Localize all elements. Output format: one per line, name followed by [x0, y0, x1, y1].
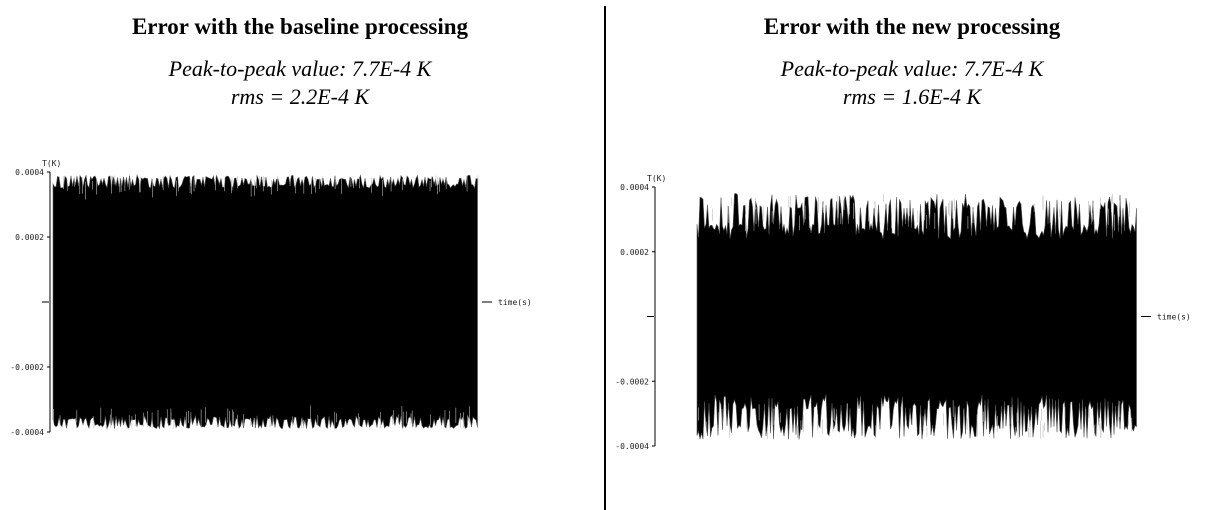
error-signal-trace [52, 174, 478, 430]
chart-title-new: Error with the new processing [763, 14, 1061, 39]
chart-title-baseline: Error with the baseline processing [131, 14, 469, 39]
peak-to-peak-baseline: Peak-to-peak value: 7.7E-4 K [168, 56, 432, 81]
rms-baseline: rms = 2.2E-4 K [230, 84, 370, 109]
y-tick-label: 0.0004 [620, 183, 649, 192]
y-tick-label: 0.0002 [15, 233, 44, 242]
y-axis-label: T(K) [42, 159, 61, 168]
panel-divider [604, 6, 606, 510]
y-tick-label: -0.0004 [615, 442, 649, 451]
y-tick-label: -0.0002 [615, 377, 649, 386]
panel-baseline: Error with the baseline processing Peak-… [0, 0, 600, 510]
y-tick-label: 0.0004 [15, 168, 44, 177]
panel-new: Error with the new processing Peak-to-pe… [612, 0, 1212, 510]
error-signal-trace [696, 193, 1137, 440]
y-axis-label: T(K) [647, 174, 666, 183]
plot-baseline: 0.0004 0.0002 -0.0002 -0.0004 T(K) time(s) [10, 159, 532, 437]
y-tick-label: -0.0004 [10, 428, 44, 437]
x-axis-label: time(s) [498, 298, 532, 307]
y-tick-label: -0.0002 [10, 363, 44, 372]
rms-new: rms = 1.6E-4 K [842, 84, 982, 109]
plot-new: 0.0004 0.0002 -0.0002 -0.0004 T(K) time(s) [615, 174, 1191, 451]
x-axis-label: time(s) [1157, 313, 1191, 322]
y-tick-label: 0.0002 [620, 248, 649, 257]
peak-to-peak-new: Peak-to-peak value: 7.7E-4 K [780, 56, 1044, 81]
